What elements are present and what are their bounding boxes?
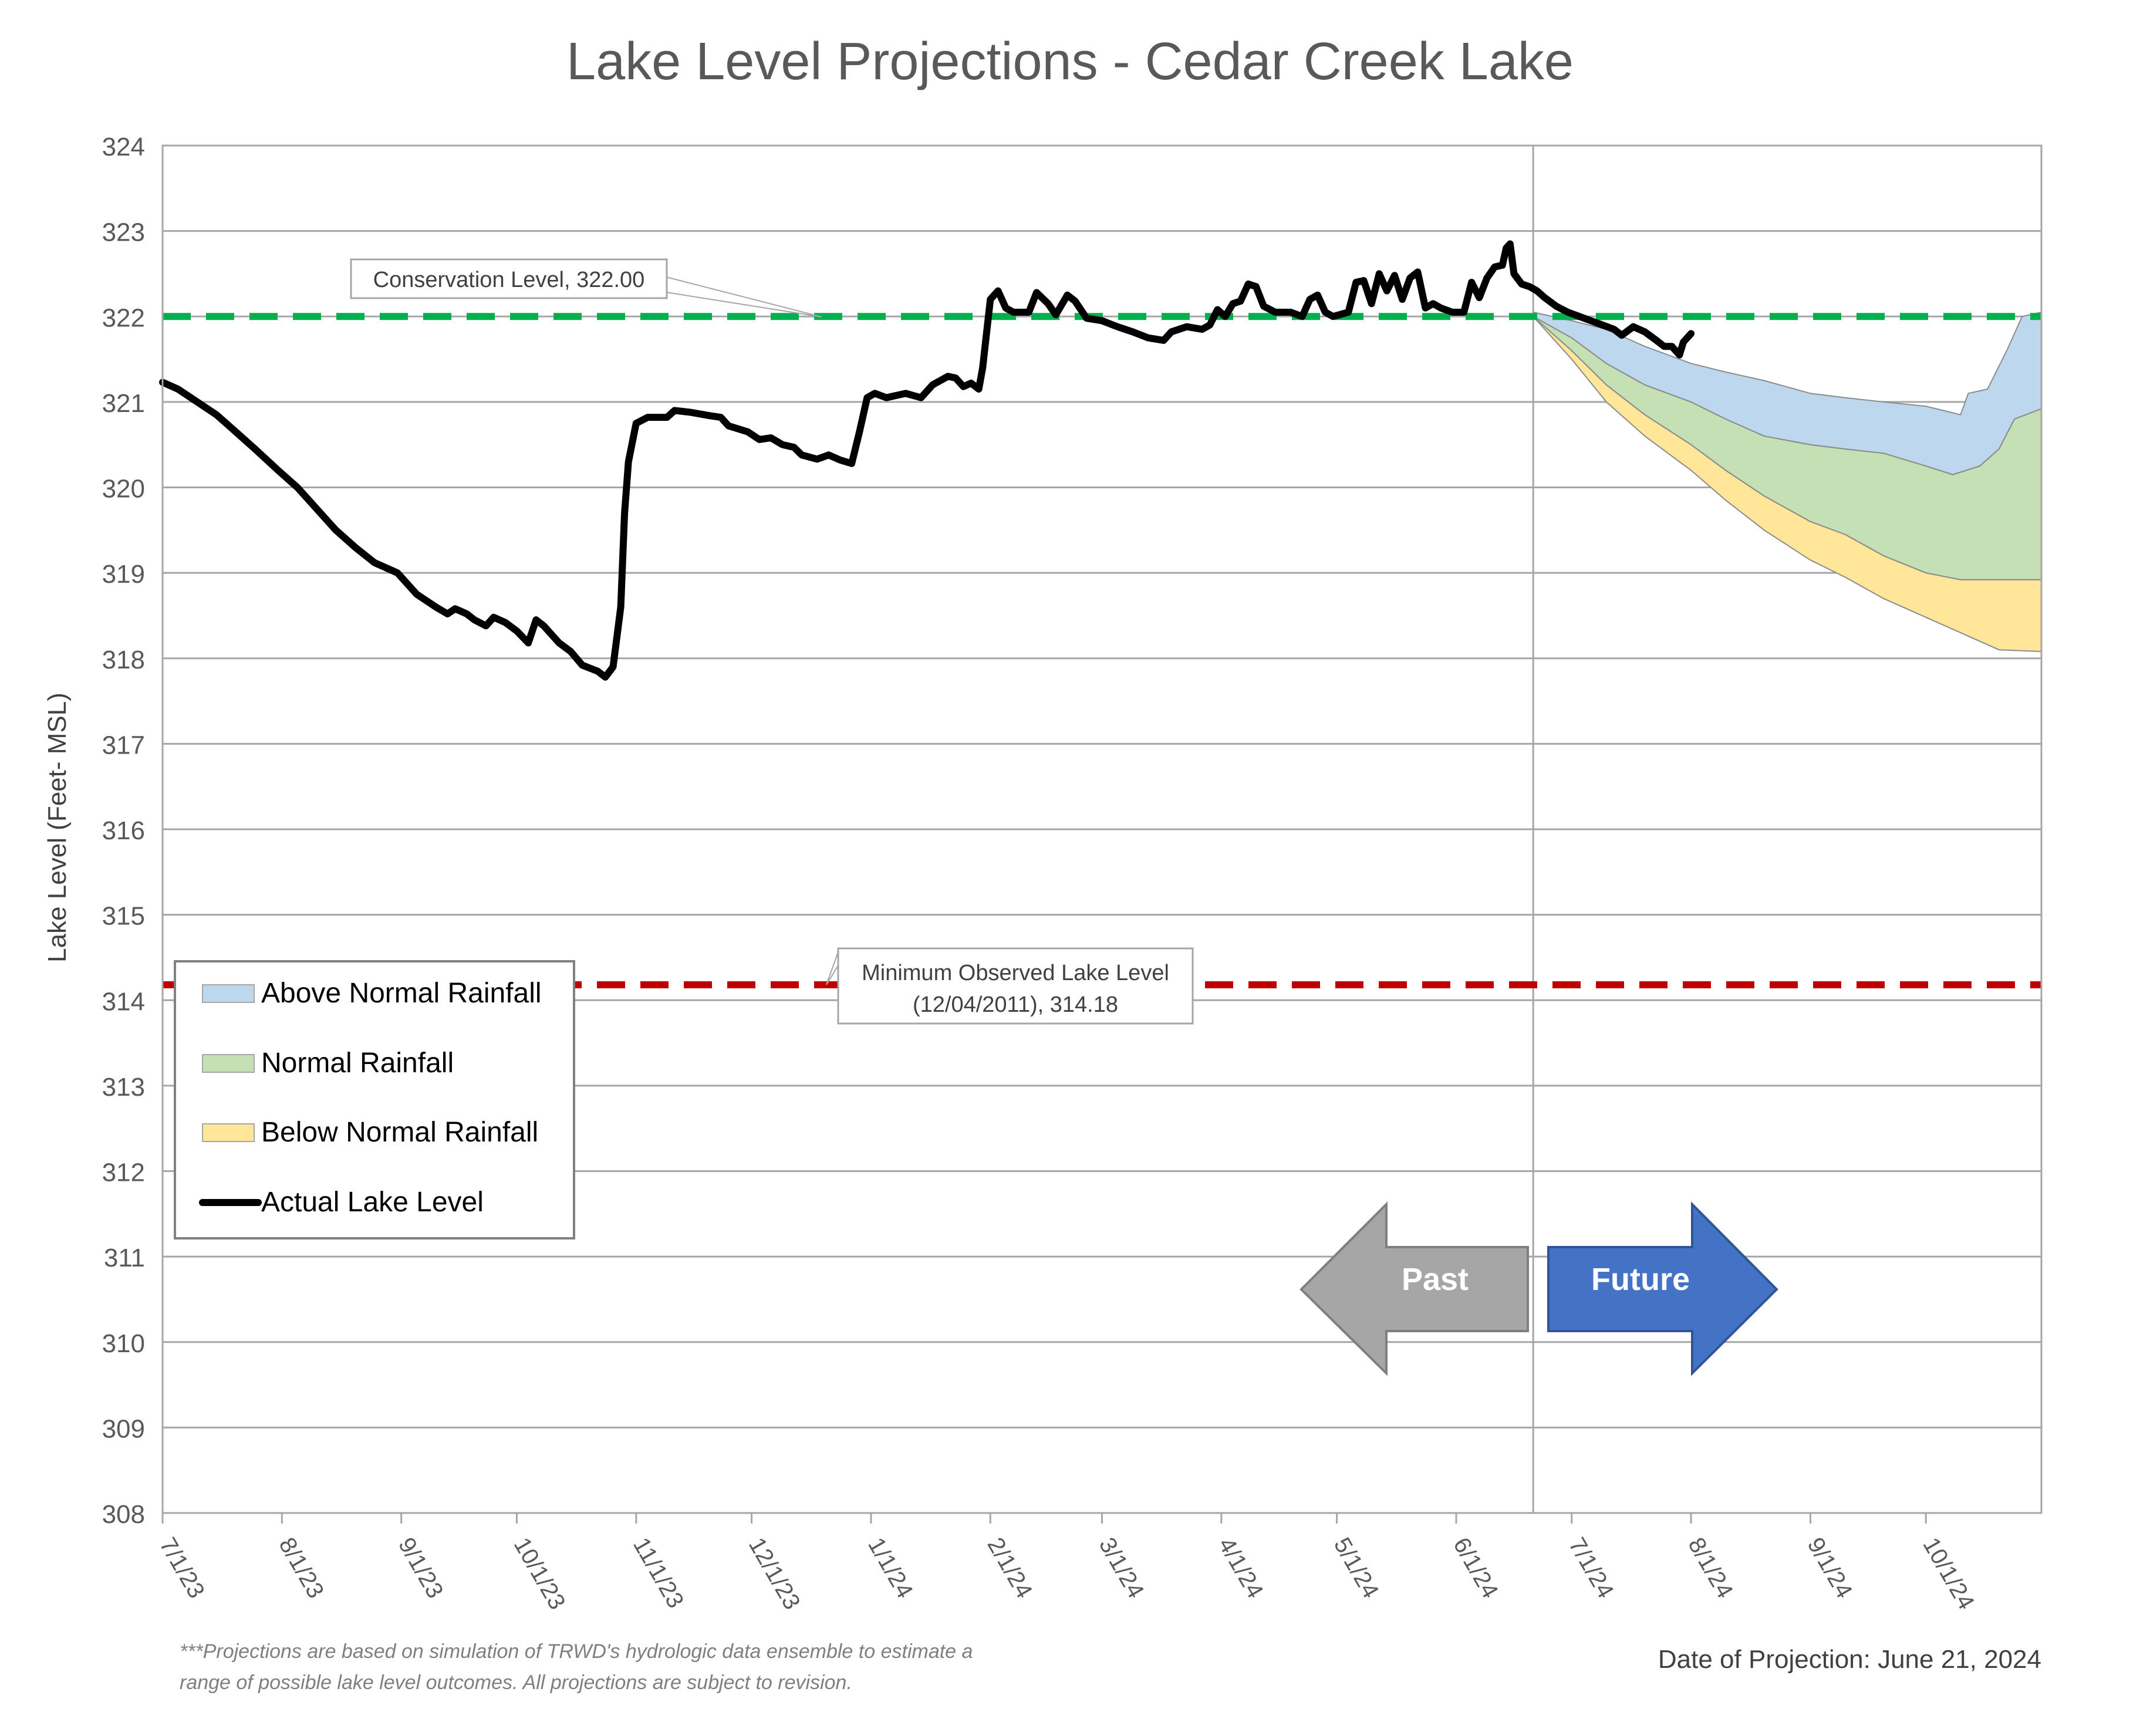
past-arrow-label: Past xyxy=(1402,1262,1469,1297)
chart-title: Lake Level Projections - Cedar Creek Lak… xyxy=(566,32,1574,91)
legend-label-normal: Normal Rainfall xyxy=(261,1048,454,1079)
projection-areas xyxy=(1533,312,2042,653)
footnote-line-2: range of possible lake level outcomes. A… xyxy=(180,1671,852,1694)
y-tick-label: 316 xyxy=(102,816,145,845)
future-arrow: Future xyxy=(1547,1201,1778,1376)
legend-swatch-above-normal xyxy=(202,984,255,1003)
y-tick-label: 317 xyxy=(102,731,145,759)
legend-label-actual: Actual Lake Level xyxy=(261,1187,484,1218)
conservation-callout-box xyxy=(350,258,668,299)
y-tick-label: 319 xyxy=(102,560,145,589)
outline-lower-below-normal-rainfall xyxy=(1533,316,2042,653)
minimum-callout-line-1: Minimum Observed Lake Level xyxy=(862,961,1169,985)
y-tick-label: 321 xyxy=(102,389,145,418)
y-tick-label: 324 xyxy=(102,133,145,161)
area-normal-rainfall xyxy=(1533,316,2041,580)
y-tick-label: 309 xyxy=(102,1414,145,1443)
y-tick-label: 320 xyxy=(102,475,145,504)
area-above-normal-rainfall xyxy=(1533,312,2041,475)
past-arrow: Past xyxy=(1299,1201,1529,1376)
legend-label-above-normal: Above Normal Rainfall xyxy=(261,978,542,1009)
conservation-level-callout: Conservation Level, 322.00 xyxy=(350,258,822,318)
minimum-callout-box xyxy=(837,947,1194,1025)
legend-swatch-below-normal xyxy=(202,1123,255,1142)
y-tick-label: 318 xyxy=(102,646,145,674)
y-tick-label: 310 xyxy=(102,1329,145,1358)
conservation-callout-label: Conservation Level, 322.00 xyxy=(373,268,645,292)
y-tick-label: 308 xyxy=(102,1500,145,1529)
area-below-normal-rainfall xyxy=(1533,316,2041,652)
footnote-line-1: ***Projections are based on simulation o… xyxy=(180,1640,973,1663)
y-tick-label: 312 xyxy=(102,1159,145,1187)
minimum-callout-line-2: (12/04/2011), 314.18 xyxy=(913,992,1118,1017)
y-tick-label: 322 xyxy=(102,303,145,332)
projection-date-label: Date of Projection: June 21, 2024 xyxy=(1658,1645,2041,1674)
outline-upper-below-normal-rainfall xyxy=(1533,316,2041,580)
y-tick-label: 313 xyxy=(102,1073,145,1102)
y-axis-title: Lake Level (Feet- MSL) xyxy=(43,693,72,962)
y-tick-label: 315 xyxy=(102,902,145,931)
y-tick-label: 311 xyxy=(104,1244,145,1272)
outline-upper-above-normal-rainfall xyxy=(1533,312,2042,416)
actual-lake-level-series xyxy=(159,240,1695,681)
legend-box xyxy=(174,960,575,1239)
y-tick-label: 323 xyxy=(102,218,145,247)
chart-legend: Above Normal Rainfall Normal Rainfall Be… xyxy=(174,960,575,1239)
past-arrow-shape xyxy=(1299,1201,1529,1376)
minimum-level-callout: Minimum Observed Lake Level (12/04/2011)… xyxy=(826,947,1194,1025)
legend-label-below-normal: Below Normal Rainfall xyxy=(261,1117,538,1148)
y-tick-label: 314 xyxy=(102,987,145,1016)
actual-lake-level-line xyxy=(159,240,1695,681)
future-arrow-label: Future xyxy=(1591,1262,1690,1297)
future-arrow-shape xyxy=(1547,1201,1778,1376)
outline-upper-normal-rainfall xyxy=(1533,316,2042,475)
legend-swatch-normal xyxy=(202,1054,255,1073)
